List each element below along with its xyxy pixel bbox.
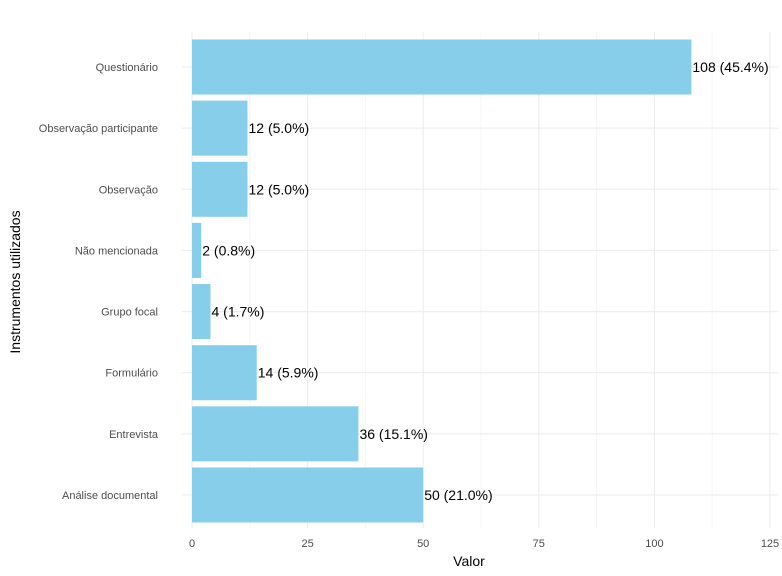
data-label: 4 (1.7%) <box>211 304 264 320</box>
bar <box>192 467 424 523</box>
x-axis-ticks: 0 25 50 75 100 125 <box>189 538 779 550</box>
data-label: 50 (21.0%) <box>424 487 492 503</box>
data-label: 108 (45.4%) <box>692 59 768 75</box>
bar <box>192 39 692 95</box>
y-tick-label: Observação <box>99 184 158 196</box>
bar <box>192 161 248 217</box>
data-label: 12 (5.0%) <box>248 181 309 197</box>
bars-layer <box>192 39 692 523</box>
x-tick-label: 125 <box>761 538 779 550</box>
x-tick-label: 75 <box>533 538 545 550</box>
y-tick-label: Grupo focal <box>101 307 158 319</box>
data-labels-layer: 50 (21.0%) 36 (15.1%) 14 (5.9%) 4 (1.7%) 2 (… <box>202 59 768 503</box>
y-tick-label: Entrevista <box>109 429 159 441</box>
x-tick-label: 25 <box>301 538 313 550</box>
data-label: 14 (5.9%) <box>258 365 319 381</box>
data-label: 36 (15.1%) <box>359 426 427 442</box>
x-axis-title: Valor <box>453 553 485 569</box>
bar <box>192 100 248 156</box>
bar <box>192 284 211 340</box>
y-tick-label: Observação participante <box>39 123 158 135</box>
y-tick-label: Não mencionada <box>75 245 159 257</box>
y-axis-ticks: Análise documental Entrevista Formulário Gr… <box>39 62 159 502</box>
y-axis-title: Instrumentos utilizados <box>7 210 23 353</box>
data-label: 2 (0.8%) <box>202 242 255 258</box>
y-tick-label: Análise documental <box>62 490 158 502</box>
y-tick-label: Questionário <box>96 62 158 74</box>
data-label: 12 (5.0%) <box>248 120 309 136</box>
x-tick-label: 100 <box>645 538 663 550</box>
y-tick-label: Formulário <box>105 368 158 380</box>
x-tick-label: 50 <box>417 538 429 550</box>
bar <box>192 345 257 401</box>
bar <box>192 406 359 462</box>
bar <box>192 222 202 278</box>
x-tick-label: 0 <box>189 538 195 550</box>
